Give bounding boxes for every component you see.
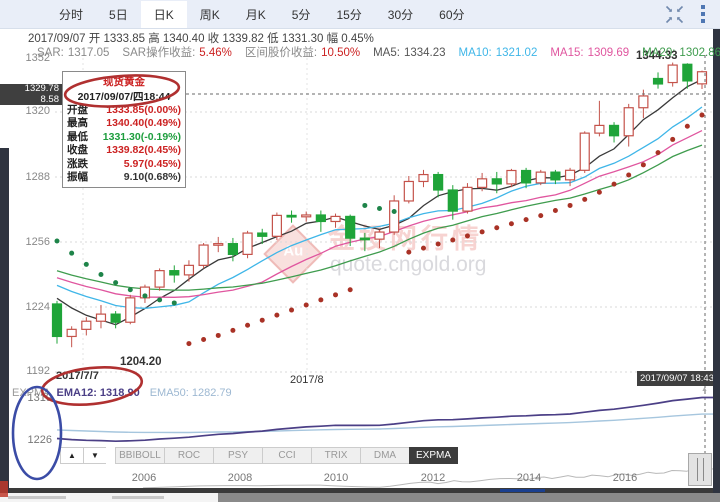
indicator-info-line: SAR: 1317.05 SAR操作收益: 5.46% 区间股价收益: 10.50% MA5… xyxy=(37,44,720,60)
indicator-tab-dma[interactable]: DMA xyxy=(360,447,409,464)
indicator-value-0: SAR: 1317.05 xyxy=(37,47,110,59)
indicator-value-3: MA5: 1334.23 xyxy=(373,47,446,59)
indicator-tab-roc[interactable]: ROC xyxy=(164,447,213,464)
period-tab-8[interactable]: 60分 xyxy=(439,7,465,22)
period-tab-0[interactable]: 分时 xyxy=(59,7,84,22)
navigator-year: 2016 xyxy=(612,472,638,484)
indicator-tab-expma[interactable]: EXPMA xyxy=(409,447,458,464)
indicator-tab-bbiboll[interactable]: BBIBOLL xyxy=(115,447,164,464)
period-tab-7[interactable]: 30分 xyxy=(387,7,414,22)
window-edge-left xyxy=(0,148,9,496)
price-crosshair-badge: 1329.78 8.58 xyxy=(0,83,62,105)
navigator-year: 2010 xyxy=(323,472,349,484)
background-icon-fragment xyxy=(0,481,8,497)
period-tab-6[interactable]: 15分 xyxy=(336,7,362,22)
period-tab-2[interactable]: 日K xyxy=(140,0,187,28)
indicator-tab-cci[interactable]: CCI xyxy=(262,447,311,464)
period-tab-3[interactable]: 周K xyxy=(199,7,220,22)
ema12-value: EMA12: 1318.90 xyxy=(56,387,140,399)
badge-change: 8.58 xyxy=(40,93,60,105)
ohlc-info-line: 2017/09/07 开 1333.85 高 1340.40 收 1339.82… xyxy=(28,33,374,45)
indicator-tab-trix[interactable]: TRIX xyxy=(311,447,360,464)
ema50-value: EMA50: 1282.79 xyxy=(149,387,232,399)
y-axis-tick: 1320 xyxy=(25,105,50,117)
badge-price: 1329.78 xyxy=(24,83,59,94)
window-edge-bottom xyxy=(9,488,713,493)
indicator-scroll-up[interactable]: ▲ xyxy=(60,447,83,464)
indicator-value-6: MA20: 1302.86 xyxy=(642,47,720,59)
window-edge-right xyxy=(713,0,720,502)
period-tabbar: 分时 5日 日K 周K 月K 5分 15分 30分 60分 xyxy=(0,0,720,29)
indicator-value-4: MA10: 1321.02 xyxy=(458,47,538,59)
scroll-up-icon[interactable]: ▲ xyxy=(701,386,708,393)
navigator-year: 2006 xyxy=(131,472,157,484)
indicator-tab-psy[interactable]: PSY xyxy=(213,447,262,464)
navigator-year: 2014 xyxy=(516,472,542,484)
period-tabs: 分时 5日 日K 周K 月K 5分 15分 30分 60分 xyxy=(46,0,478,28)
period-tab-1[interactable]: 5日 xyxy=(109,7,128,22)
menu-dots-icon[interactable] xyxy=(700,4,706,24)
x-axis-label-end-badge: 2017/09/07 18:43 xyxy=(637,371,717,386)
exit-fullscreen-icon[interactable] xyxy=(665,5,684,24)
indicator-scroll-down[interactable]: ▼ xyxy=(83,447,106,464)
indicator-tabbar: ▲ ▼ BBIBOLL ROC PSY CCI TRIX DMA EXPMA xyxy=(60,447,458,464)
background-window-tab xyxy=(0,493,218,502)
navigator-year: 2008 xyxy=(227,472,253,484)
navigator-year: 2012 xyxy=(420,472,446,484)
period-tab-4[interactable]: 月K xyxy=(245,7,266,22)
navigator-scrollbar[interactable] xyxy=(688,453,712,486)
y-axis-tick: 1224 xyxy=(25,301,50,313)
y-axis-tick: 1256 xyxy=(25,236,50,248)
y-axis-tick: 1352 xyxy=(25,52,50,64)
period-tab-5[interactable]: 5分 xyxy=(291,7,311,22)
background-window-bar xyxy=(218,493,720,502)
indicator-value-1: SAR操作收益: 5.46% xyxy=(122,47,232,59)
indicator-value-2: 区间股价收益: 10.50% xyxy=(244,47,361,59)
taskbar-accent xyxy=(500,488,545,492)
main-chart-canvas[interactable] xyxy=(10,55,713,375)
x-axis-label-mid: 2017/8 xyxy=(290,374,324,386)
high-price-label: 1344.33 xyxy=(636,50,678,62)
y-axis-tick: 1288 xyxy=(25,171,50,183)
indicator-value-5: MA15: 1309.69 xyxy=(550,47,630,59)
low-price-label: 1204.20 xyxy=(120,356,162,368)
